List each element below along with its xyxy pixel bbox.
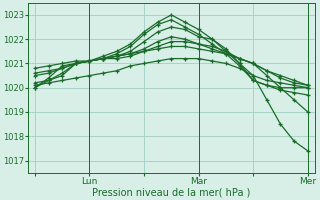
X-axis label: Pression niveau de la mer( hPa ): Pression niveau de la mer( hPa ) <box>92 187 251 197</box>
